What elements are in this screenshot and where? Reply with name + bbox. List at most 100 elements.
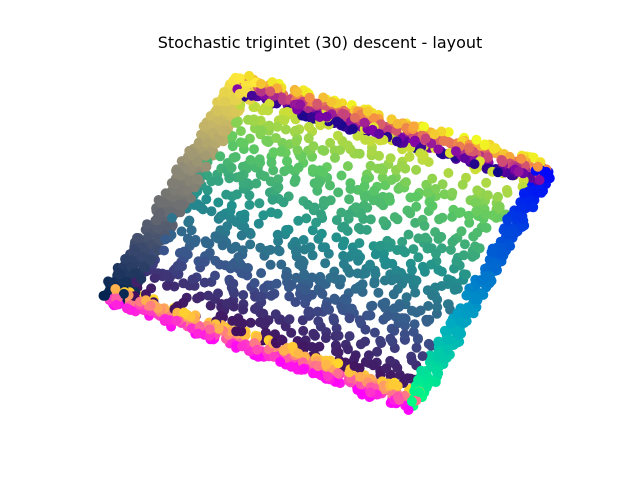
interior-point bbox=[373, 287, 384, 298]
interior-point bbox=[360, 192, 370, 203]
interior-point bbox=[313, 316, 324, 327]
interior-point bbox=[270, 133, 281, 143]
bottom-edge-point bbox=[313, 361, 324, 372]
interior-point bbox=[385, 153, 396, 164]
top-edge-point bbox=[295, 99, 306, 110]
interior-point bbox=[245, 155, 256, 165]
bottom-edge-point bbox=[333, 358, 344, 369]
interior-point bbox=[404, 151, 415, 162]
interior-point bbox=[299, 244, 310, 255]
left-edge-point bbox=[118, 288, 129, 299]
right-edge-point bbox=[433, 336, 444, 347]
interior-point bbox=[329, 271, 339, 282]
bottom-edge-point bbox=[394, 394, 405, 405]
interior-point bbox=[189, 237, 200, 248]
top-edge-point bbox=[349, 112, 360, 123]
interior-point bbox=[270, 309, 281, 320]
interior-point bbox=[251, 178, 262, 189]
bottom-edge-point bbox=[355, 371, 366, 382]
interior-point bbox=[431, 248, 441, 259]
interior-point bbox=[268, 165, 279, 176]
interior-point bbox=[238, 290, 249, 300]
top-edge-point bbox=[516, 153, 527, 164]
interior-point bbox=[169, 281, 180, 292]
interior-point bbox=[227, 141, 238, 152]
top-edge-point bbox=[359, 117, 370, 128]
interior-point bbox=[374, 150, 384, 161]
interior-point bbox=[360, 324, 371, 335]
interior-point bbox=[336, 207, 347, 218]
interior-point bbox=[242, 270, 253, 281]
right-edge-point bbox=[414, 387, 425, 397]
interior-point bbox=[213, 197, 224, 208]
interior-point bbox=[369, 278, 380, 288]
right-edge-point bbox=[413, 374, 424, 385]
top-edge-point bbox=[369, 113, 379, 124]
interior-point bbox=[199, 277, 210, 288]
interior-point bbox=[224, 173, 235, 184]
interior-point bbox=[213, 176, 224, 186]
interior-point bbox=[176, 226, 187, 237]
interior-point bbox=[320, 333, 331, 344]
top-edge-point bbox=[314, 112, 325, 122]
interior-point bbox=[481, 177, 492, 188]
interior-point bbox=[266, 157, 277, 168]
right-edge-point bbox=[461, 290, 472, 301]
interior-point bbox=[406, 305, 417, 316]
interior-point bbox=[235, 126, 246, 137]
interior-point bbox=[379, 254, 390, 265]
interior-point bbox=[249, 278, 260, 288]
interior-point bbox=[427, 290, 437, 301]
interior-point bbox=[418, 150, 429, 161]
interior-point bbox=[493, 191, 503, 202]
interior-point bbox=[454, 208, 464, 219]
interior-point bbox=[227, 315, 238, 326]
top-edge-point bbox=[321, 111, 332, 122]
top-edge-point bbox=[420, 133, 431, 144]
interior-point bbox=[162, 271, 173, 282]
left-edge-point bbox=[140, 262, 151, 273]
interior-point bbox=[178, 278, 189, 289]
bottom-edge-point bbox=[299, 363, 309, 374]
interior-point bbox=[407, 265, 417, 276]
interior-point bbox=[187, 274, 198, 285]
interior-point bbox=[268, 147, 279, 158]
interior-point bbox=[286, 327, 297, 338]
interior-point bbox=[361, 224, 372, 235]
interior-point bbox=[249, 144, 259, 155]
interior-point bbox=[344, 194, 355, 205]
interior-point bbox=[458, 250, 469, 261]
interior-point bbox=[237, 318, 248, 329]
interior-point bbox=[243, 263, 253, 273]
interior-point bbox=[298, 325, 309, 336]
interior-point bbox=[264, 120, 275, 131]
right-edge-point bbox=[422, 379, 433, 390]
interior-point bbox=[339, 236, 350, 247]
top-edge-point bbox=[513, 166, 524, 177]
interior-point bbox=[226, 200, 237, 211]
top-edge-point bbox=[471, 134, 482, 145]
bottom-edge-point bbox=[323, 371, 333, 382]
interior-point bbox=[244, 190, 255, 201]
top-edge-point bbox=[374, 128, 384, 139]
interior-point bbox=[481, 209, 491, 220]
top-edge-point bbox=[326, 96, 337, 107]
right-edge-point bbox=[416, 365, 427, 376]
bottom-edge-point bbox=[278, 345, 289, 356]
interior-point bbox=[256, 268, 267, 279]
bottom-edge-point bbox=[193, 328, 204, 339]
interior-point bbox=[420, 232, 431, 243]
interior-point bbox=[245, 229, 256, 240]
interior-point bbox=[397, 236, 408, 247]
interior-point bbox=[408, 244, 419, 255]
interior-point bbox=[343, 344, 353, 355]
interior-point bbox=[353, 255, 364, 266]
interior-point bbox=[437, 179, 448, 190]
interior-point bbox=[279, 115, 290, 126]
interior-point bbox=[303, 133, 314, 144]
interior-point bbox=[298, 235, 309, 245]
right-edge-point bbox=[502, 215, 513, 226]
interior-point bbox=[231, 217, 242, 227]
left-edge-point bbox=[121, 275, 132, 286]
interior-point bbox=[177, 261, 187, 272]
